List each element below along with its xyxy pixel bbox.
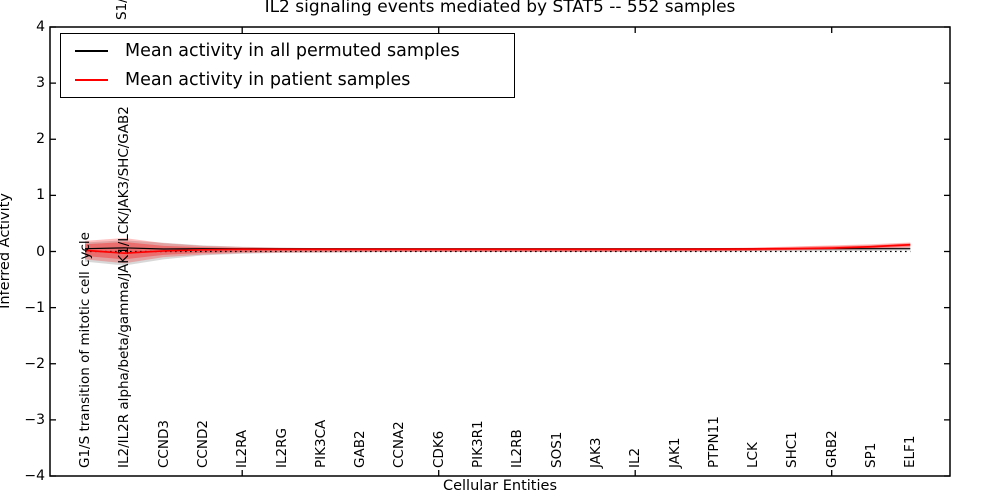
- band: [85, 241, 911, 260]
- permuted-line-swatch: [75, 50, 108, 52]
- legend-label: Mean activity in patient samples: [125, 70, 411, 90]
- series-line: [84, 243, 911, 255]
- legend-box: Mean activity in all permuted samples Me…: [60, 33, 515, 98]
- std-bands: [85, 238, 911, 266]
- band: [85, 240, 911, 266]
- mean-lines: [84, 243, 911, 255]
- legend-entry-permuted: Mean activity in all permuted samples: [61, 40, 514, 62]
- tick-marks: [50, 26, 950, 477]
- axes-frame: [49, 26, 951, 477]
- legend-label: Mean activity in all permuted samples: [125, 41, 460, 61]
- legend-entry-patient: Mean activity in patient samples: [61, 69, 514, 91]
- band: [85, 238, 911, 264]
- patient-line-swatch: [75, 79, 108, 81]
